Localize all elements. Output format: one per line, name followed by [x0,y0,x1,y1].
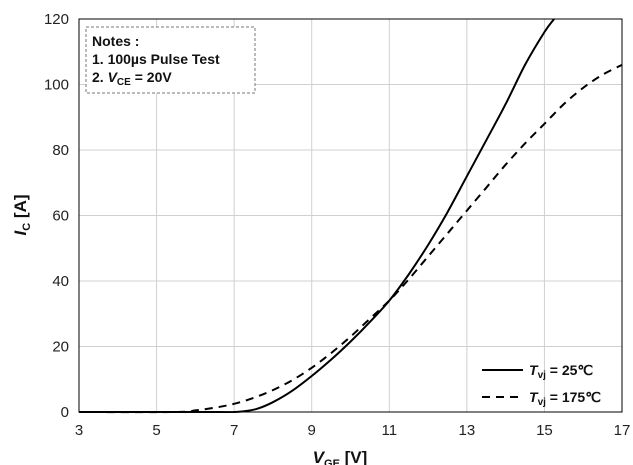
y-tick-label: 40 [52,273,69,290]
y-tick-label: 60 [52,208,69,225]
y-tick-label: 120 [44,11,69,28]
x-tick-label: 9 [308,422,316,439]
x-tick-label: 11 [381,422,397,439]
legend: Tvj = 25℃ Tvj = 175℃ [482,362,601,408]
x-tick-label: 7 [230,422,238,439]
x-tick-label: 3 [75,422,83,439]
notes-line-1: 1. 100µs Pulse Test [92,51,220,67]
x-tick-label: 13 [459,422,476,439]
series-line-25c [79,18,555,414]
y-tick-label: 100 [44,77,69,94]
x-axis-title: VGE [V] [313,448,368,465]
x-tick-label: 15 [536,422,553,439]
notes-box: Notes : 1. 100µs Pulse Test 2. VCE = 20V [85,26,256,94]
y-axis-title: IC [A] [11,194,33,235]
series-line-175c [78,64,623,414]
legend-label-25c: Tvj = 25℃ [529,362,593,381]
notes-title: Notes : [92,33,139,49]
curves [78,18,623,414]
y-tick-labels: 0 20 40 60 80 100 120 [44,11,69,421]
x-tick-labels: 3 5 7 9 11 13 15 17 [75,422,631,439]
x-tick-label: 17 [614,422,631,439]
x-tick-label: 5 [152,422,160,439]
notes-line-2: 2. VCE = 20V [92,69,172,88]
legend-label-175c: Tvj = 175℃ [529,389,601,408]
y-tick-label: 0 [61,404,69,421]
y-tick-label: 20 [52,339,69,356]
notes-frame [85,26,256,94]
y-tick-label: 80 [52,142,69,159]
plot-frame [78,18,623,413]
